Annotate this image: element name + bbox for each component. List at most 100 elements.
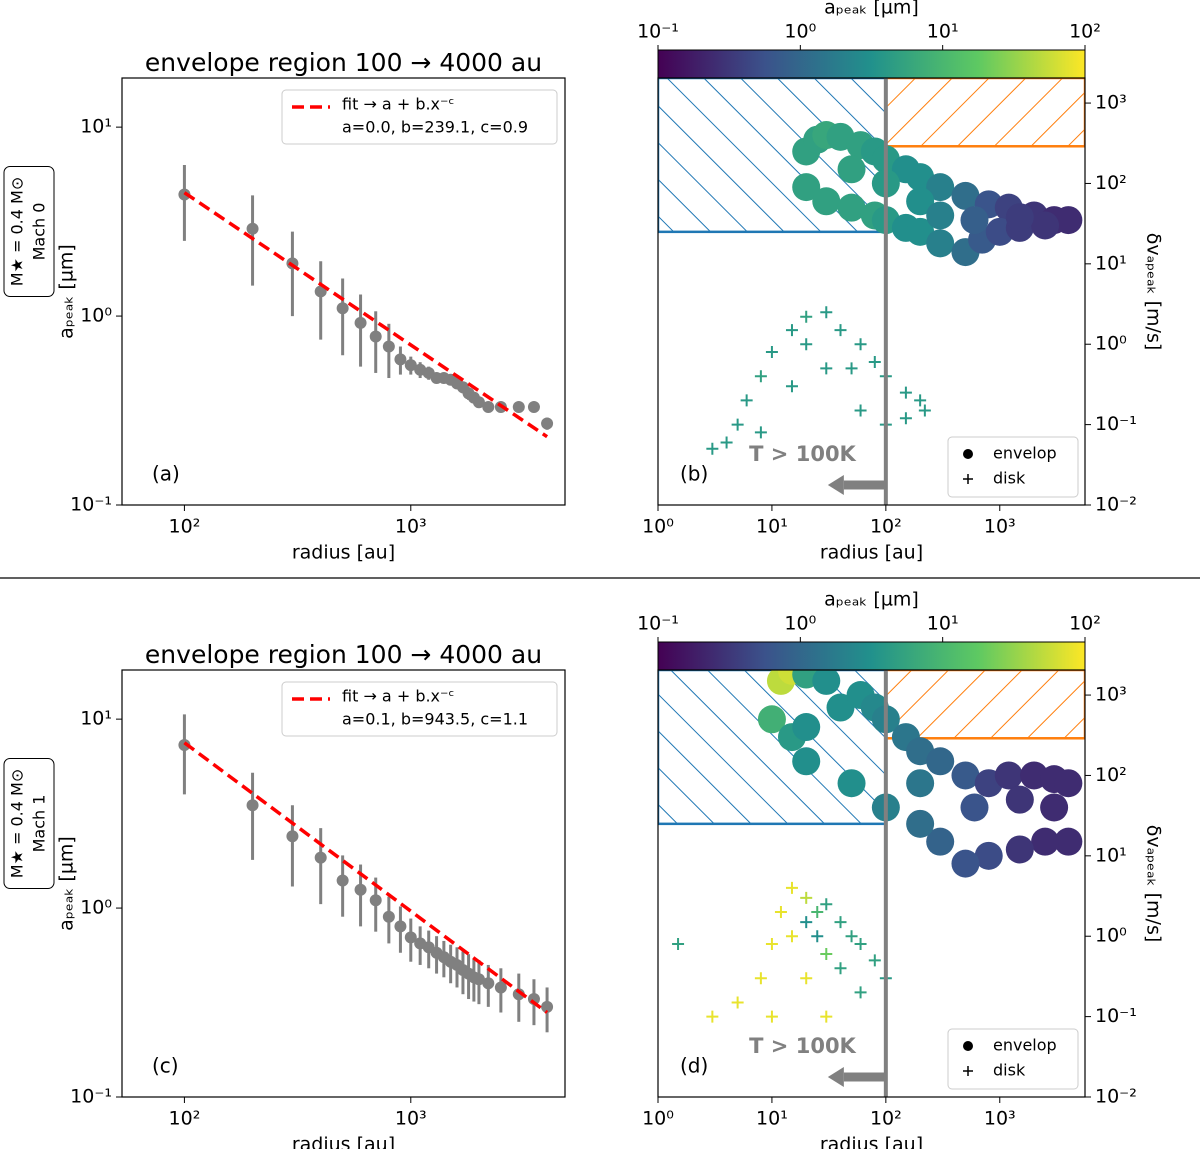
envelope-point [926, 229, 955, 258]
legend-marker [963, 1041, 973, 1051]
disk-point [854, 338, 867, 351]
disk-point [811, 906, 824, 919]
colorbar-tick-label: 10⁻¹ [637, 613, 679, 635]
disk-point [740, 394, 753, 407]
disk-point [820, 948, 833, 961]
plot-area [658, 670, 1085, 1097]
y-axis-label: δvₐₚₑₐₖ [m/s] [1143, 233, 1165, 351]
disk-point [800, 310, 813, 323]
colorbar-tick-label: 10⁰ [784, 21, 816, 43]
y-tick-label: 10⁰ [80, 305, 112, 327]
disk-point [800, 891, 813, 904]
y-tick-label: 10⁻² [1095, 494, 1137, 516]
envelope-point [826, 693, 855, 722]
x-axis-label: radius [au] [292, 1134, 395, 1149]
y-tick-label: 10² [1095, 172, 1127, 194]
chart-title: envelope region 100 → 4000 au [145, 48, 542, 77]
data-point [246, 799, 259, 812]
disk-point [868, 954, 881, 967]
disk-point [785, 380, 798, 393]
y-axis-label: aₚₑₐₖ [µm] [56, 836, 78, 931]
envelope-point [951, 761, 980, 790]
data-point [394, 353, 407, 366]
axes-frame [657, 77, 1086, 506]
legend-label: envelop [993, 1036, 1057, 1055]
x-tick-label: 10² [870, 1108, 902, 1130]
x-tick-label: 10³ [984, 516, 1016, 538]
y-tick-label: 10¹ [1095, 252, 1127, 274]
panel-label: (c) [152, 1054, 179, 1078]
disk-point [800, 916, 813, 929]
panel: 10² 10³ 10⁻¹ 10⁰ 10¹ radius [au] aₚₑₐₖ [µm] env… [3, 640, 566, 1149]
y-tick-label: 10⁰ [80, 897, 112, 919]
disk-point [834, 324, 847, 337]
side-label: M★ = 0.4 M⊙ [8, 177, 27, 286]
disk-point [706, 442, 719, 455]
y-tick-label: 10¹ [80, 116, 112, 138]
panel-label: (b) [680, 462, 708, 486]
envelope-point [837, 193, 866, 222]
data-point [336, 874, 349, 887]
legend-params: a=0.0, b=239.1, c=0.9 [342, 118, 528, 137]
disk-point [785, 930, 798, 943]
envelope-point [812, 187, 841, 216]
envelope-point [906, 809, 935, 838]
envelope-point [926, 201, 955, 230]
y-axis-label: δvₐₚₑₐₖ [m/s] [1143, 825, 1165, 943]
legend-label: fit → a + b.x⁻ᶜ [342, 687, 454, 706]
data-point [178, 738, 191, 751]
colorbar-label: aₚₑₐₖ [µm] [824, 589, 919, 611]
side-label-box [3, 758, 55, 889]
disk-point [765, 938, 778, 951]
envelope-point [960, 206, 989, 235]
legend-marker [963, 1066, 973, 1076]
disk-point [811, 930, 824, 943]
x-tick-label: 10⁰ [642, 516, 674, 538]
legend-box [947, 436, 1079, 498]
y-tick-label: 10³ [1095, 684, 1127, 706]
axes-frame [121, 77, 566, 506]
legend-marker [963, 474, 973, 484]
x-tick-label: 10¹ [756, 1108, 788, 1130]
disk-point [834, 916, 847, 929]
envelope-point [792, 173, 821, 202]
disk-point [854, 938, 867, 951]
temperature-note: T > 100K [749, 442, 856, 466]
disk-point [765, 346, 778, 359]
y-tick-label: 10⁻¹ [70, 1086, 112, 1108]
colorbar-tick-label: 10¹ [927, 613, 959, 635]
disk-point [854, 404, 867, 417]
legend-box [281, 681, 558, 737]
panel-label: (a) [152, 462, 180, 486]
legend-marker [963, 449, 973, 459]
y-tick-label: 10⁻² [1095, 1086, 1137, 1108]
side-label: Mach 1 [30, 795, 49, 853]
panel-label: (d) [680, 1054, 708, 1078]
temperature-note: T > 100K [749, 1034, 856, 1058]
legend-label: disk [993, 469, 1026, 488]
colorbar-tick-label: 10¹ [927, 21, 959, 43]
data-point [472, 396, 485, 409]
panel: 10⁰ 10¹ 10² 10³ 10⁻² 10⁻¹ 10⁰ 10¹ 10² 10³ radius [… [637, 0, 1164, 564]
legend-label: envelop [993, 444, 1057, 463]
plot-area [658, 78, 1085, 505]
side-label-box [3, 166, 55, 297]
x-axis-label: radius [au] [292, 542, 395, 564]
data-point [404, 359, 417, 372]
x-tick-label: 10² [870, 516, 902, 538]
data-point [382, 910, 395, 923]
chart-title: envelope region 100 → 4000 au [145, 640, 542, 669]
colorbar [657, 641, 1086, 671]
fit-line [183, 741, 549, 1014]
data-point [394, 920, 407, 933]
colorbar-tick-label: 10² [1069, 613, 1101, 635]
y-tick-label: 10³ [1095, 92, 1127, 114]
envelope-point [960, 793, 989, 822]
x-tick-label: 10³ [395, 1108, 427, 1130]
envelope-point [1054, 206, 1083, 235]
data-point [314, 851, 327, 864]
disk-point [800, 972, 813, 985]
x-axis-label: radius [au] [820, 542, 923, 564]
data-point [527, 401, 540, 414]
data-point [482, 977, 495, 990]
